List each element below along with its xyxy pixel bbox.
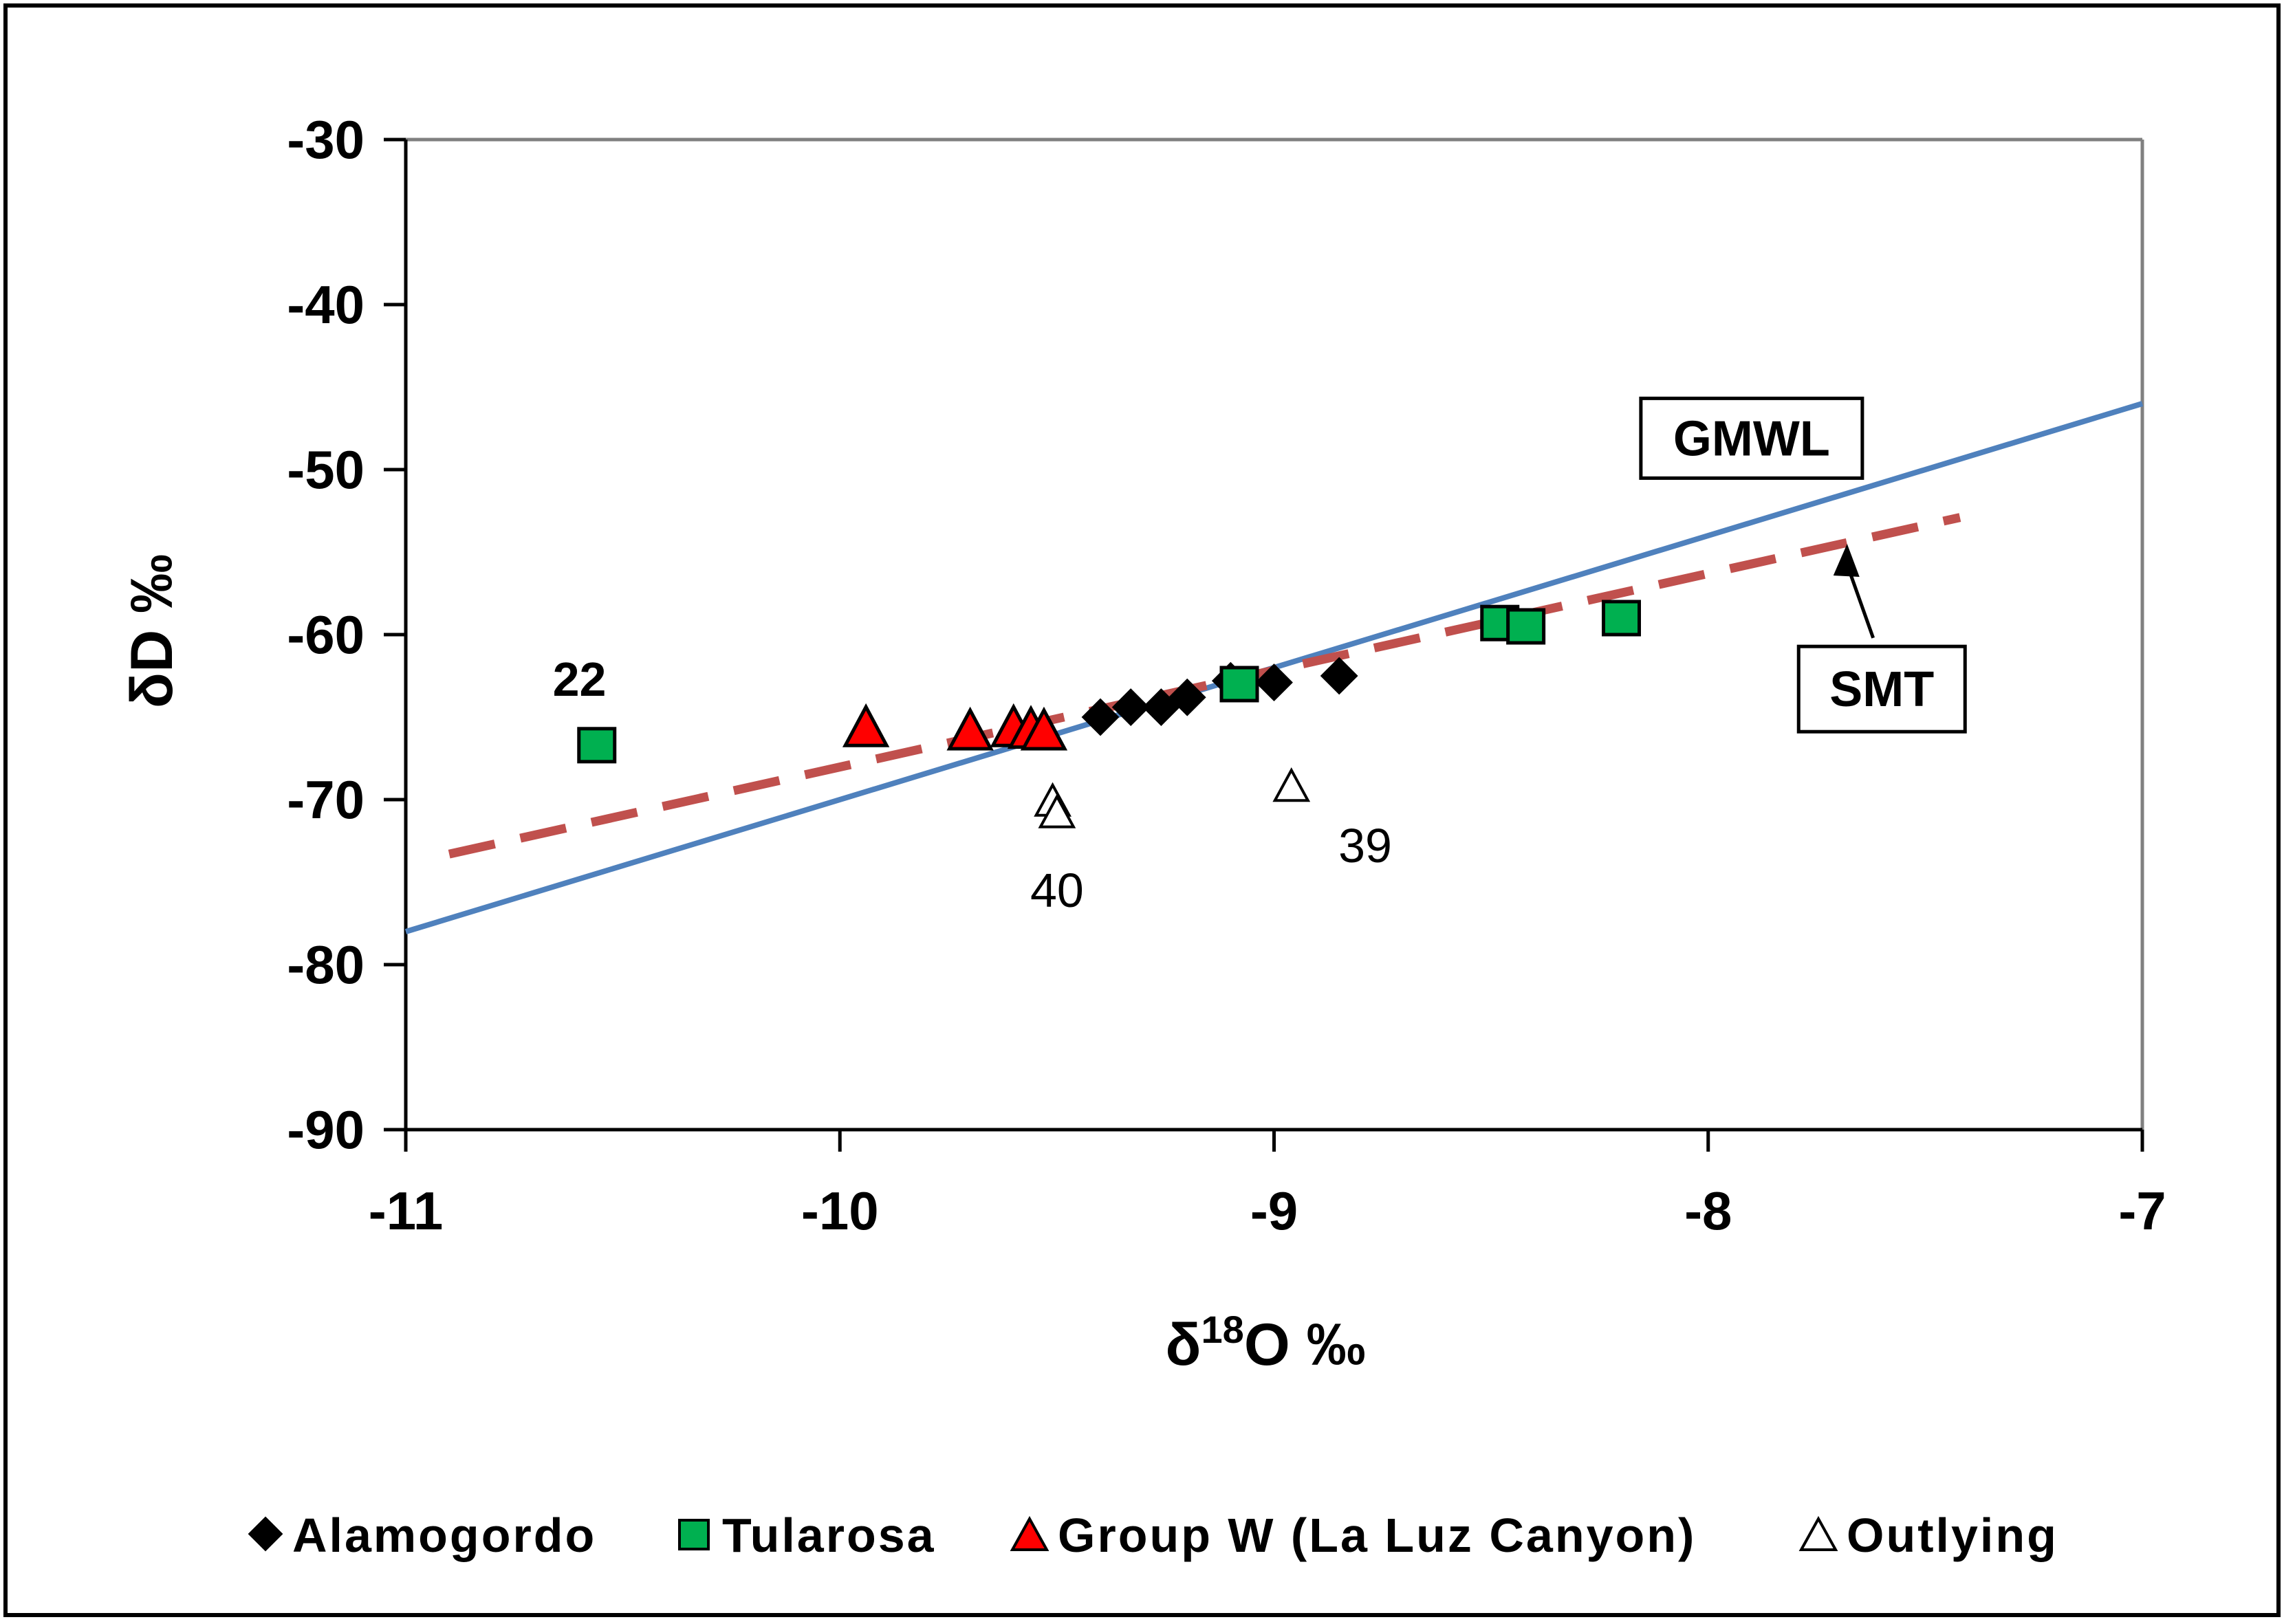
y-tick-label: -80 (287, 934, 365, 995)
y-tick-label: -40 (287, 274, 365, 335)
x-tick-label: -7 (2118, 1181, 2166, 1241)
x-axis-title-superscript: 18 (1201, 1308, 1244, 1351)
group-w-la-luz-canyon-point (946, 706, 994, 751)
legend-label-tularosa: Tularosa (722, 1508, 936, 1562)
x-axis-title: δ18O ‰ (1165, 1308, 1365, 1378)
x-tick-label: -10 (801, 1181, 879, 1241)
point-label-39: 39 (1338, 819, 1392, 873)
legend-marker-tularosa (678, 1519, 710, 1550)
alamogordo-point (1081, 698, 1120, 736)
legend-marker-alamogordo (248, 1516, 283, 1552)
x-axis-title-tail: O ‰ (1244, 1312, 1366, 1378)
x-axis-title-delta: δ (1165, 1312, 1201, 1378)
outlying-point (1272, 767, 1311, 802)
smt-arrow-shaft (1845, 564, 1875, 639)
gmwl-label: GMWL (1673, 411, 1830, 466)
data-points (577, 600, 1641, 829)
legend-label-alamogordo: Alamogordo (292, 1508, 596, 1562)
group-w-la-luz-canyon-point (1020, 706, 1068, 751)
y-tick-label: -50 (287, 439, 365, 500)
gmwl-label-box (1639, 396, 1864, 480)
x-tick-label: -11 (369, 1181, 443, 1241)
alamogordo-point (1111, 688, 1150, 727)
legend-marker-group-w (1010, 1515, 1049, 1551)
smt-label-box (1796, 644, 1967, 734)
outlying-point (1038, 793, 1076, 829)
alamogordo-point (1168, 678, 1206, 716)
legend-label-outlying: Outlying (1847, 1508, 2058, 1562)
tularosa-point (577, 727, 617, 764)
smt-arrow-head (1833, 544, 1860, 577)
alamogordo-point (1255, 663, 1293, 702)
group-w-la-luz-canyon-point (842, 703, 890, 747)
y-tick-label: -30 (287, 109, 365, 170)
y-tick-label: -90 (287, 1099, 365, 1160)
tularosa-point (1506, 608, 1546, 645)
point-label-22: 22 (553, 652, 607, 706)
legend: Alamogordo Tularosa Group W (La Luz Cany… (248, 1508, 2058, 1562)
annotations: 22 40 39 GMWL SMT (553, 396, 1967, 917)
point-label-40: 40 (1030, 864, 1084, 917)
tularosa-point (1602, 600, 1641, 637)
y-tick-label: -60 (287, 604, 365, 665)
y-axis-title: δD ‰ (119, 554, 185, 708)
smt-line (448, 513, 1961, 859)
x-tick-label: -8 (1684, 1181, 1732, 1241)
legend-label-group-w: Group W (La Luz Canyon) (1058, 1508, 1696, 1562)
y-axis: -30 -40 -50 -60 -70 -80 -90 (287, 109, 406, 1160)
legend-marker-outlying (1798, 1515, 1838, 1551)
y-tick-label: -70 (287, 769, 365, 830)
x-tick-label: -9 (1250, 1181, 1298, 1241)
alamogordo-point (1320, 657, 1358, 695)
x-axis: -11 -10 -9 -8 -7 (369, 1130, 2166, 1241)
tularosa-point (1219, 666, 1259, 703)
outer-border (3, 3, 2281, 1617)
smt-label: SMT (1829, 662, 1934, 717)
